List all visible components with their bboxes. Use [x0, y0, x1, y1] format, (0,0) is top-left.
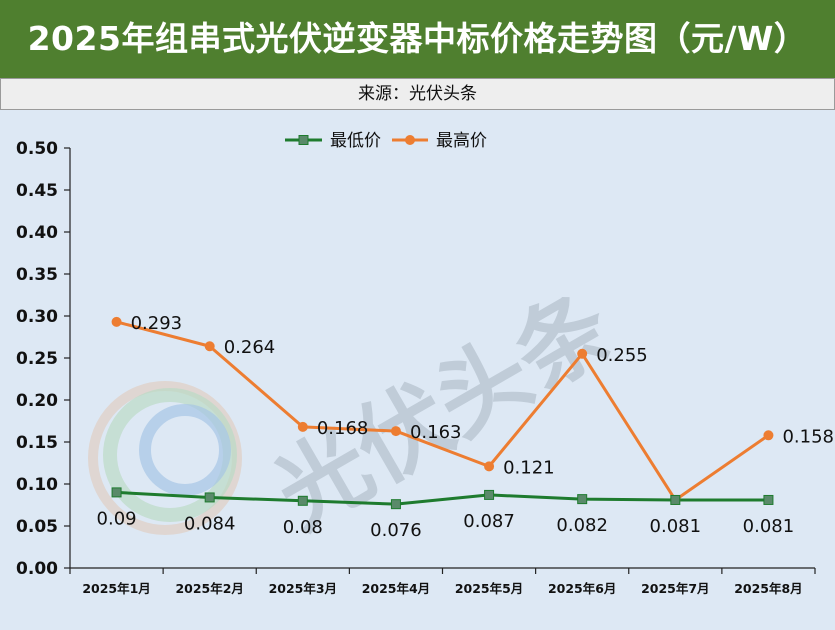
- high-price-point: [204, 341, 215, 352]
- high-price-label: 0.168: [317, 418, 369, 439]
- series-lines: [116, 320, 770, 506]
- low-price-label: 0.084: [184, 513, 236, 534]
- y-tick-label: 0.00: [16, 559, 58, 579]
- y-tick-label: 0.50: [16, 139, 58, 159]
- data-labels: 0.293 0.264 0.168 0.163 0.121 0.255 0.158 0.09 0…: [97, 313, 834, 541]
- low-price-point: [204, 492, 215, 503]
- high-price-point: [484, 461, 495, 472]
- low-price-label: 0.082: [556, 515, 608, 536]
- y-tick-label: 0.15: [16, 433, 58, 453]
- low-price-point: [670, 494, 681, 505]
- logo-watermark: [88, 381, 242, 535]
- line-chart: 光伏头条 0.000.050.100.150.200.250.300.350.4…: [0, 110, 835, 630]
- y-tick-label: 0.40: [16, 223, 58, 243]
- source-text: 来源：光伏头条: [358, 84, 477, 104]
- low-price-point: [297, 495, 308, 506]
- high-price-point: [577, 348, 588, 359]
- low-price-point: [390, 499, 401, 510]
- y-tick-label: 0.30: [16, 307, 58, 327]
- x-tick-label: 2025年5月: [455, 581, 524, 596]
- low-price-label: 0.087: [463, 511, 515, 532]
- high-price-point: [297, 421, 308, 432]
- legend-marker-high: [405, 135, 415, 145]
- series-markers: [111, 316, 774, 510]
- y-tick-label: 0.35: [16, 265, 58, 285]
- low-price-label: 0.076: [370, 520, 422, 541]
- y-tick-label: 0.10: [16, 475, 58, 495]
- high-price-point: [390, 426, 401, 437]
- chart-title: 2025年组串式光伏逆变器中标价格走势图（元/W）: [27, 19, 808, 58]
- high-price-label: 0.121: [503, 457, 555, 478]
- y-tick-label: 0.45: [16, 181, 58, 201]
- high-price-label: 0.255: [596, 345, 648, 366]
- low-price-point: [484, 489, 495, 500]
- x-tick-label: 2025年8月: [734, 581, 803, 596]
- y-tick-label: 0.25: [16, 349, 58, 369]
- low-price-label: 0.08: [283, 517, 323, 538]
- series-line-low: [116, 490, 769, 506]
- x-tick-label: 2025年6月: [548, 581, 617, 596]
- source-bar: 来源：光伏头条: [0, 78, 835, 110]
- series-line-high: [116, 320, 770, 502]
- low-price-label: 0.081: [650, 516, 702, 537]
- high-price-label: 0.158: [782, 426, 834, 447]
- axes: 0.00 0.05 0.10 0.15 0.20 0.25 0.30 0.35 0.40 0.45…: [16, 139, 816, 596]
- legend-marker-low: [298, 135, 309, 145]
- high-price-point: [763, 430, 774, 441]
- x-tick-label: 2025年1月: [82, 581, 151, 596]
- low-price-point: [577, 494, 588, 505]
- chart-area: 光伏头条 0.00 0.05 0.10 0.15 0.20 0.25 0.30 0.35 0.4…: [0, 110, 835, 630]
- x-tick-label: 2025年2月: [175, 581, 244, 596]
- x-tick-label: 2025年4月: [362, 581, 431, 596]
- low-price-point: [763, 494, 774, 505]
- low-price-label: 0.09: [97, 508, 137, 529]
- y-tick-label: 0.20: [16, 391, 58, 411]
- title-banner: 2025年组串式光伏逆变器中标价格走势图（元/W）: [0, 0, 835, 78]
- legend: 最低价 最高价: [285, 131, 487, 151]
- y-tick-label: 0.05: [16, 517, 58, 537]
- high-price-label: 0.163: [410, 422, 462, 443]
- low-price-label: 0.081: [743, 516, 795, 537]
- low-price-point: [111, 487, 122, 498]
- high-price-label: 0.293: [131, 313, 183, 334]
- x-tick-label: 2025年7月: [641, 581, 710, 596]
- x-tick-label: 2025年3月: [269, 581, 338, 596]
- plot-background: [0, 110, 835, 630]
- high-price-label: 0.264: [224, 337, 276, 358]
- legend-label-low: 最低价: [330, 131, 381, 151]
- high-price-point: [111, 316, 122, 327]
- legend-label-high: 最高价: [436, 131, 487, 151]
